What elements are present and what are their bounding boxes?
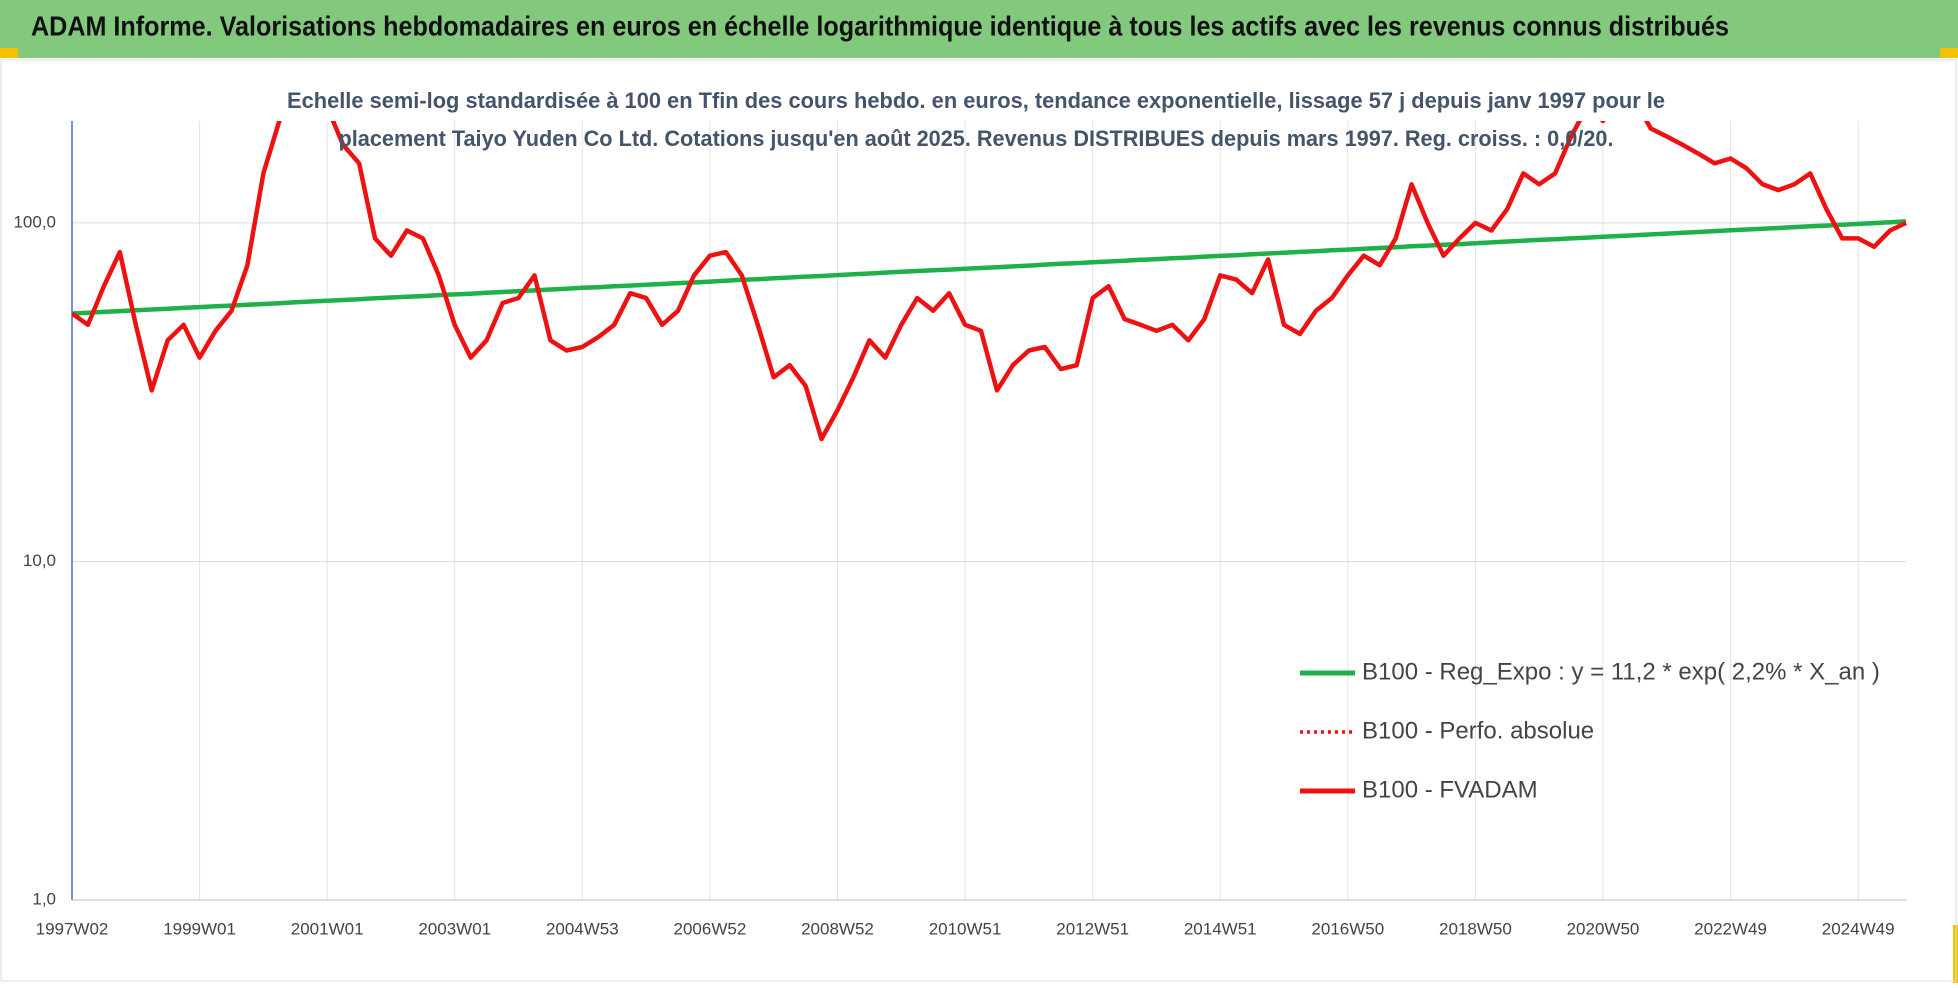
legend: B100 - Reg_Expo : y = 11,2 * exp( 2,2% *…	[1300, 658, 1880, 803]
x-tick-label: 2016W50	[1311, 919, 1384, 938]
x-tick-label: 2014W51	[1184, 919, 1257, 938]
chart-title: ADAM Informe. Valorisations hebdomadaire…	[31, 10, 1729, 41]
plot-area: 1997W02 1999W01 2001W01 2003W01 2004W53 2006W…	[13, 121, 1907, 938]
subtitle: Echelle semi-log standardisée à 100 en T…	[287, 88, 1665, 113]
x-tick-label: 2001W01	[291, 919, 364, 938]
x-tick-label: 2012W51	[1056, 919, 1129, 938]
x-tick-label: 2018W50	[1439, 919, 1512, 938]
series-line	[72, 219, 1907, 316]
y-tick-label: 1,0	[32, 889, 56, 908]
x-tick-label: 2003W01	[418, 919, 491, 938]
x-tick-label: 2008W52	[801, 919, 874, 938]
legend-label: B100 - Perfo. absolue	[1362, 717, 1594, 744]
title-bar	[0, 0, 1958, 58]
legend-label: B100 - Reg_Expo : y = 11,2 * exp( 2,2% *…	[1362, 658, 1880, 685]
series-line	[72, 121, 1907, 442]
y-tick-label: 100,0	[13, 212, 56, 231]
frame	[0, 59, 1957, 982]
x-tick-label: 2022W49	[1694, 919, 1767, 938]
legend-label: B100 - FVADAM	[1362, 776, 1538, 803]
corner-mark	[1940, 48, 1958, 58]
x-tick-label: 1997W02	[36, 919, 109, 938]
x-tick-label: 2024W49	[1822, 919, 1895, 938]
x-tick-label: 2010W51	[929, 919, 1002, 938]
x-tick-label: 2004W53	[546, 919, 619, 938]
x-tick-label: 2006W52	[674, 919, 747, 938]
y-tick-label: 10,0	[23, 551, 56, 570]
corner-mark	[0, 48, 18, 58]
subtitle: placement Taiyo Yuden Co Ltd. Cotations …	[339, 126, 1614, 151]
x-tick-label: 2020W50	[1567, 919, 1640, 938]
x-tick-label: 1999W01	[163, 919, 236, 938]
